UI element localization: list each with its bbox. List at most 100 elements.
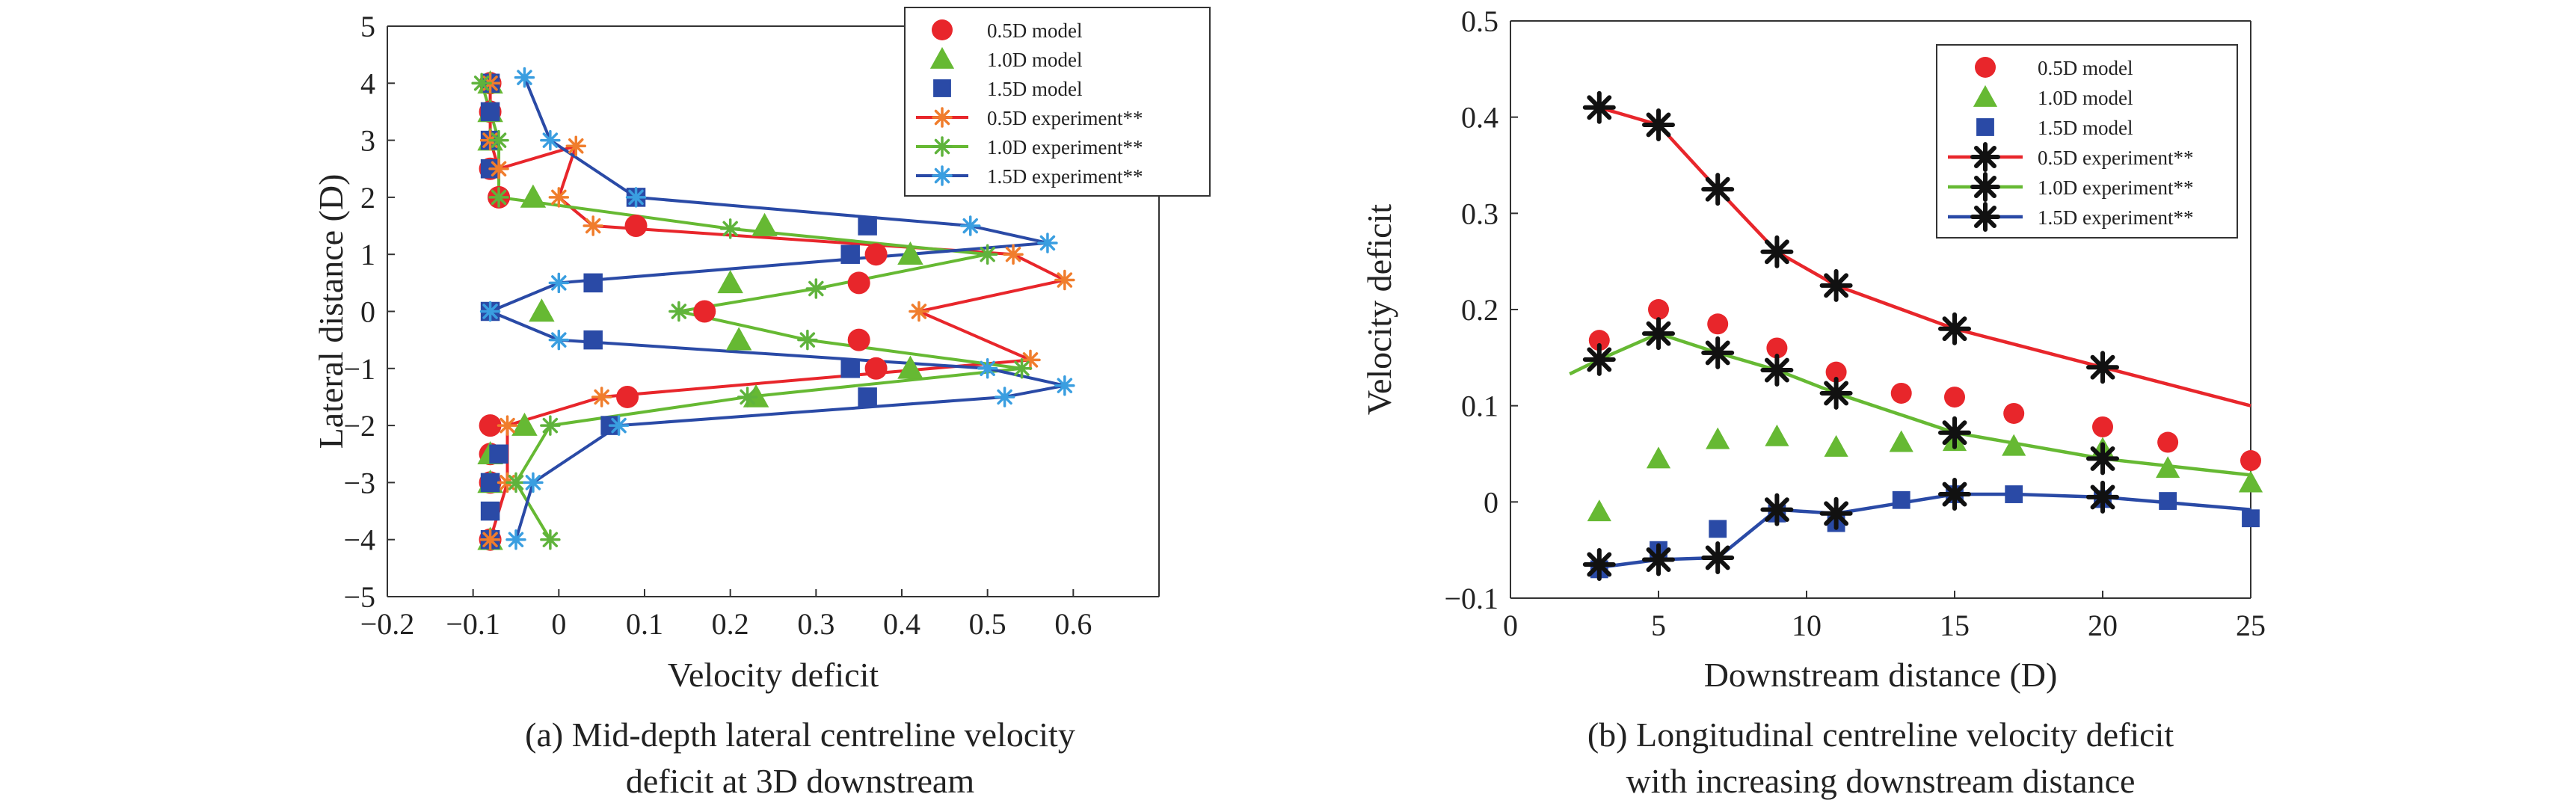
x-tick-label: 20	[2088, 609, 2118, 642]
data-point	[2156, 456, 2180, 479]
y-axis-label: Lateral distance (D)	[312, 174, 350, 449]
data-point	[1701, 336, 1735, 369]
y-tick-label: 0.4	[1461, 101, 1498, 135]
legend-marker	[1973, 84, 1998, 107]
y-tick-label: 2	[360, 181, 375, 215]
data-point	[479, 301, 501, 322]
data-point	[529, 298, 555, 322]
data-point	[1760, 493, 1794, 526]
data-point	[471, 73, 492, 94]
data-point	[2092, 416, 2113, 437]
data-point	[540, 129, 561, 151]
data-point	[1819, 496, 1853, 530]
series-4	[1569, 331, 2251, 477]
data-point	[847, 328, 870, 351]
x-tick-label: 5	[1651, 609, 1666, 642]
x-tick-label: 25	[2236, 609, 2266, 642]
series-line	[1599, 492, 2251, 570]
data-point	[1766, 337, 1788, 359]
data-point	[497, 415, 518, 436]
series-markers-3	[1582, 90, 2119, 384]
y-tick-label: −5	[343, 580, 375, 614]
y-tick-label: 0.3	[1461, 197, 1498, 230]
data-point	[583, 273, 603, 293]
legend-marker	[932, 107, 953, 128]
data-point	[751, 212, 778, 236]
legend-marker	[932, 19, 953, 40]
x-tick-label: 0.4	[883, 607, 920, 641]
data-point	[520, 184, 547, 208]
data-point	[565, 135, 587, 156]
chart-a: −0.2 −0.1 0 0.1 0.2 0.3 0.4 0.5 0.6 −5 −4 −3 −2 −1 0 1 2…	[312, 7, 1211, 800]
data-point	[1944, 387, 1965, 408]
legend-marker	[1976, 118, 1994, 136]
series-markers-4	[471, 73, 1033, 550]
data-point	[1582, 90, 1616, 124]
data-point	[1701, 541, 1735, 574]
y-tick-label: 0.1	[1461, 390, 1498, 423]
data-point	[2157, 431, 2179, 453]
legend-label: 0.5D model	[987, 19, 1083, 42]
data-point	[523, 472, 544, 493]
y-tick-label: 5	[360, 10, 375, 43]
y-tick-label: −3	[343, 466, 375, 499]
data-point	[608, 415, 630, 436]
data-point	[1011, 358, 1033, 379]
y-axis-label: Velocity deficit	[1360, 204, 1398, 416]
data-point	[1889, 430, 1913, 452]
data-point	[1582, 547, 1616, 581]
data-point	[858, 216, 877, 236]
data-point	[840, 359, 860, 378]
series-5	[488, 76, 1066, 541]
y-tick-label: −2	[343, 409, 375, 443]
series-markers-1	[1587, 424, 2263, 522]
caption-line2: deficit at 3D downstream	[626, 762, 974, 800]
legend-label: 0.5D experiment**	[2038, 147, 2193, 169]
data-point	[847, 271, 870, 295]
legend-marker	[1975, 57, 1996, 78]
data-point	[1760, 235, 1794, 268]
data-point	[1582, 342, 1616, 376]
data-point	[479, 529, 501, 550]
data-point	[488, 129, 509, 151]
data-point	[625, 187, 647, 208]
series-line	[1569, 331, 2251, 477]
legend-box	[904, 7, 1211, 197]
data-point	[1701, 173, 1735, 206]
x-axis-label: Velocity deficit	[668, 656, 879, 694]
data-point	[737, 387, 758, 407]
legend-marker	[932, 165, 953, 186]
data-point	[1709, 520, 1727, 538]
data-point	[1824, 434, 1848, 457]
data-point	[488, 187, 509, 208]
data-point	[1760, 354, 1794, 387]
data-point	[583, 330, 603, 350]
data-point	[2003, 402, 2025, 424]
data-point	[514, 67, 535, 88]
data-point	[548, 187, 570, 208]
data-point	[693, 300, 716, 323]
data-point	[591, 387, 612, 407]
data-point	[1646, 446, 1671, 469]
data-point	[1892, 490, 1911, 509]
y-tick-label: 0	[360, 295, 375, 329]
legend-label: 0.5D model	[2038, 57, 2133, 79]
data-point	[480, 102, 500, 122]
data-point	[897, 241, 923, 265]
data-point	[717, 270, 743, 294]
data-point	[1003, 244, 1024, 265]
data-point	[1588, 330, 1610, 351]
y-tick-label: 4	[360, 67, 375, 100]
legend-label: 1.5D model	[987, 78, 1083, 100]
data-point	[2002, 434, 2026, 456]
y-tick-label: 0	[1484, 485, 1498, 519]
chart-b: 0 5 10 15 20 25−0.100.10.20.30.40.5Downstream…	[1360, 4, 2266, 800]
data-point	[624, 215, 648, 238]
data-point	[1648, 299, 1669, 320]
caption-line1: (a) Mid-depth lateral centreline velocit…	[525, 716, 1075, 754]
data-point	[1587, 499, 1611, 522]
legend-marker	[933, 79, 951, 97]
series-5	[1599, 492, 2251, 570]
x-tick-label: 0	[551, 607, 566, 641]
x-tick-label: 0.2	[712, 607, 749, 641]
